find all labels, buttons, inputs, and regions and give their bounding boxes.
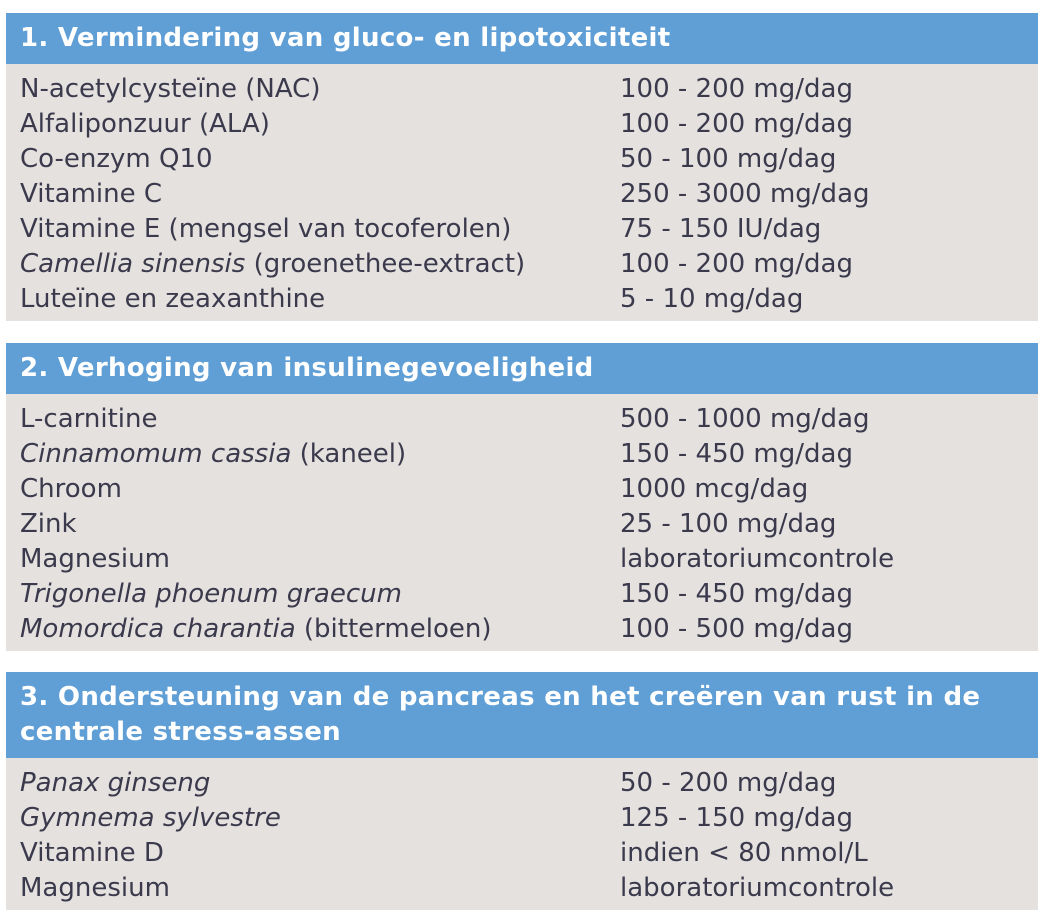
- supplement-name: Alfaliponzuur (ALA): [6, 107, 620, 142]
- name-text: Luteïne en zeaxanthine: [20, 284, 326, 314]
- supplement-name: Zink: [6, 507, 620, 542]
- table-row: Cinnamomum cassia (kaneel) 150 - 450 mg/d…: [6, 437, 1038, 472]
- name-text: (kaneel): [291, 439, 407, 469]
- name-text: (bittermeloen): [295, 614, 492, 644]
- section-title: 3. Ondersteuning van de pancreas en het …: [6, 672, 1038, 758]
- section-body: Panax ginseng 50 - 200 mg/dag Gymnema sylv…: [6, 758, 1038, 910]
- name-text: Vitamine E (mengsel van tocoferolen): [20, 214, 512, 244]
- dose: 150 - 450 mg/dag: [620, 439, 853, 469]
- name-text: Magnesium: [20, 873, 170, 903]
- dose: laboratoriumcontrole: [620, 544, 895, 574]
- section-body: N-acetylcysteïne (NAC) 100 - 200 mg/dag Al…: [6, 64, 1038, 321]
- dose: indien < 80 nmol/L: [620, 838, 868, 868]
- supplement-name: N-acetylcysteïne (NAC): [6, 72, 620, 107]
- table-row: Chroom 1000 mcg/dag: [6, 472, 1038, 507]
- name-text: Zink: [20, 509, 77, 539]
- name-text: Vitamine C: [20, 179, 163, 209]
- table-row: Magnesium laboratoriumcontrole: [6, 542, 1038, 577]
- dose: 100 - 200 mg/dag: [620, 109, 853, 139]
- name-text: N-acetylcysteïne (NAC): [20, 74, 321, 104]
- latin-name: Camellia sinensis: [20, 249, 246, 279]
- table-row: Luteïne en zeaxanthine 5 - 10 mg/dag: [6, 282, 1038, 317]
- supplement-name: Panax ginseng: [6, 766, 620, 801]
- supplement-name: Co-enzym Q10: [6, 142, 620, 177]
- supplement-name: Camellia sinensis (groenethee-extract): [6, 247, 620, 282]
- dose: 150 - 450 mg/dag: [620, 579, 853, 609]
- section-2: 2. Verhoging van insulinegevoeligheid L-c…: [6, 343, 1038, 651]
- dose: laboratoriumcontrole: [620, 873, 895, 903]
- name-text: Co-enzym Q10: [20, 144, 213, 174]
- name-text: Alfaliponzuur (ALA): [20, 109, 270, 139]
- supplement-name: Vitamine D: [6, 836, 620, 871]
- dose: 1000 mcg/dag: [620, 474, 809, 504]
- section-title: 1. Vermindering van gluco- en lipotoxici…: [6, 13, 1038, 64]
- table-row: Vitamine D indien < 80 nmol/L: [6, 836, 1038, 871]
- table-row: Panax ginseng 50 - 200 mg/dag: [6, 766, 1038, 801]
- table-row: Zink 25 - 100 mg/dag: [6, 507, 1038, 542]
- section-title: 2. Verhoging van insulinegevoeligheid: [6, 343, 1038, 394]
- supplement-name: Vitamine E (mengsel van tocoferolen): [6, 212, 620, 247]
- table-row: Camellia sinensis (groenethee-extract) 10…: [6, 247, 1038, 282]
- table-row: Trigonella phoenum graecum 150 - 450 mg/d…: [6, 577, 1038, 612]
- table-row: Gymnema sylvestre 125 - 150 mg/dag: [6, 801, 1038, 836]
- table-row: Alfaliponzuur (ALA) 100 - 200 mg/dag: [6, 107, 1038, 142]
- dose: 100 - 200 mg/dag: [620, 249, 853, 279]
- supplement-name: Trigonella phoenum graecum: [6, 577, 620, 612]
- latin-name: Panax ginseng: [20, 768, 211, 798]
- table-row: Momordica charantia (bittermeloen) 100 - …: [6, 612, 1038, 647]
- supplement-name: Momordica charantia (bittermeloen): [6, 612, 620, 647]
- name-text: L-carnitine: [20, 404, 158, 434]
- latin-name: Gymnema sylvestre: [20, 803, 281, 833]
- name-text: Vitamine D: [20, 838, 164, 868]
- supplement-name: Luteïne en zeaxanthine: [6, 282, 620, 317]
- latin-name: Cinnamomum cassia: [20, 439, 292, 469]
- supplement-name: Magnesium: [6, 871, 620, 906]
- dose: 100 - 500 mg/dag: [620, 614, 853, 644]
- table-row: Vitamine E (mengsel van tocoferolen) 75 -…: [6, 212, 1038, 247]
- dose: 125 - 150 mg/dag: [620, 803, 853, 833]
- latin-name: Trigonella phoenum graecum: [20, 579, 402, 609]
- supplement-name: Chroom: [6, 472, 620, 507]
- table-row: Co-enzym Q10 50 - 100 mg/dag: [6, 142, 1038, 177]
- dose: 100 - 200 mg/dag: [620, 74, 853, 104]
- supplement-name: Cinnamomum cassia (kaneel): [6, 437, 620, 472]
- dose: 50 - 200 mg/dag: [620, 768, 837, 798]
- latin-name: Momordica charantia: [20, 614, 296, 644]
- name-text: (groenethee-extract): [245, 249, 526, 279]
- supplement-name: L-carnitine: [6, 402, 620, 437]
- dose: 75 - 150 IU/dag: [620, 214, 822, 244]
- supplement-name: Gymnema sylvestre: [6, 801, 620, 836]
- section-body: L-carnitine 500 - 1000 mg/dag Cinnamomum c…: [6, 394, 1038, 651]
- table-row: Magnesium laboratoriumcontrole: [6, 871, 1038, 906]
- supplement-name: Vitamine C: [6, 177, 620, 212]
- name-text: Magnesium: [20, 544, 170, 574]
- dose: 5 - 10 mg/dag: [620, 284, 804, 314]
- dose: 50 - 100 mg/dag: [620, 144, 837, 174]
- table-row: Vitamine C 250 - 3000 mg/dag: [6, 177, 1038, 212]
- dose: 25 - 100 mg/dag: [620, 509, 837, 539]
- section-1: 1. Vermindering van gluco- en lipotoxici…: [6, 13, 1038, 321]
- table-row: N-acetylcysteïne (NAC) 100 - 200 mg/dag: [6, 72, 1038, 107]
- section-3: 3. Ondersteuning van de pancreas en het …: [6, 672, 1038, 910]
- dose: 500 - 1000 mg/dag: [620, 404, 870, 434]
- name-text: Chroom: [20, 474, 122, 504]
- supplement-name: Magnesium: [6, 542, 620, 577]
- table-row: L-carnitine 500 - 1000 mg/dag: [6, 402, 1038, 437]
- dose: 250 - 3000 mg/dag: [620, 179, 870, 209]
